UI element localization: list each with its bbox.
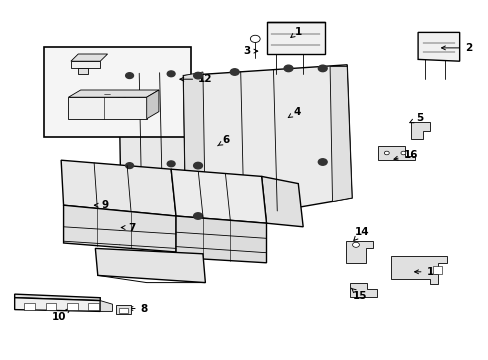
Polygon shape xyxy=(61,160,176,216)
Circle shape xyxy=(318,159,326,165)
Polygon shape xyxy=(183,65,351,227)
Text: 2: 2 xyxy=(441,43,471,53)
Bar xyxy=(24,303,35,310)
Circle shape xyxy=(193,162,202,169)
Text: 3: 3 xyxy=(243,46,257,56)
Polygon shape xyxy=(15,298,100,311)
Polygon shape xyxy=(261,176,303,227)
Polygon shape xyxy=(329,67,351,202)
Text: 13: 13 xyxy=(414,267,440,277)
Polygon shape xyxy=(176,216,266,263)
Text: 14: 14 xyxy=(353,227,368,240)
Text: 5: 5 xyxy=(409,113,422,123)
Circle shape xyxy=(125,163,133,168)
Polygon shape xyxy=(183,72,205,227)
Polygon shape xyxy=(146,90,159,119)
Text: 7: 7 xyxy=(121,222,136,233)
Circle shape xyxy=(167,161,175,167)
Bar xyxy=(67,303,78,310)
Polygon shape xyxy=(349,283,376,297)
Polygon shape xyxy=(68,90,159,97)
Text: 16: 16 xyxy=(393,150,417,160)
Circle shape xyxy=(250,35,260,42)
Circle shape xyxy=(125,73,133,78)
Circle shape xyxy=(318,65,326,72)
Bar xyxy=(45,303,56,310)
Polygon shape xyxy=(266,22,325,54)
Polygon shape xyxy=(182,205,259,227)
Bar xyxy=(119,308,127,313)
Polygon shape xyxy=(116,305,131,314)
Polygon shape xyxy=(63,205,176,252)
Polygon shape xyxy=(78,68,88,74)
Polygon shape xyxy=(171,169,266,223)
Text: 8: 8 xyxy=(129,303,147,314)
Polygon shape xyxy=(95,248,205,283)
Bar xyxy=(432,266,441,274)
Polygon shape xyxy=(346,241,372,263)
Text: 1: 1 xyxy=(290,27,301,37)
Polygon shape xyxy=(71,54,107,61)
Circle shape xyxy=(193,213,202,219)
Polygon shape xyxy=(68,97,146,119)
Polygon shape xyxy=(100,301,112,311)
Text: 6: 6 xyxy=(217,135,229,146)
Circle shape xyxy=(384,151,388,155)
Text: 4: 4 xyxy=(287,107,301,118)
Polygon shape xyxy=(377,146,414,160)
Text: 9: 9 xyxy=(94,200,108,210)
Circle shape xyxy=(284,65,292,72)
Circle shape xyxy=(352,242,359,247)
Circle shape xyxy=(230,69,239,75)
Circle shape xyxy=(167,71,175,77)
Polygon shape xyxy=(410,122,429,139)
Polygon shape xyxy=(71,61,100,68)
Bar xyxy=(44,47,190,137)
Polygon shape xyxy=(417,32,459,61)
Polygon shape xyxy=(119,72,190,225)
Circle shape xyxy=(400,151,405,155)
Polygon shape xyxy=(390,256,447,284)
Text: 15: 15 xyxy=(350,288,367,301)
Text: 12: 12 xyxy=(180,74,212,84)
Circle shape xyxy=(193,72,202,79)
Text: 10: 10 xyxy=(51,308,71,322)
Bar xyxy=(88,303,99,310)
Text: 11: 11 xyxy=(115,96,140,106)
Polygon shape xyxy=(15,294,100,301)
